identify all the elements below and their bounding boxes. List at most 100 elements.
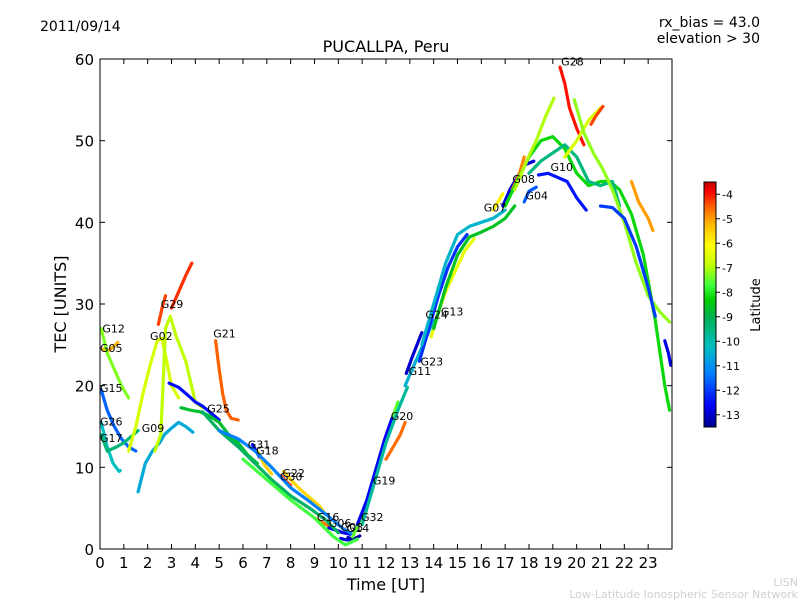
satellite-label-g20: G20 [391, 410, 414, 423]
series-line-g09 [136, 420, 195, 494]
series-line-g12 [100, 326, 131, 400]
satellite-label-g18: G18 [256, 444, 279, 457]
series-line-g29b [167, 381, 221, 422]
satellite-label-g26: G26 [100, 416, 123, 429]
colorbar-ticks: -4 -5 -6 -7 -8 -9 -10 -11 -12 -13 [716, 188, 740, 422]
colorbar-label: Latitude [749, 278, 764, 332]
series-line-g29r [156, 294, 168, 326]
satellite-label-g04: G04 [525, 189, 548, 202]
x-tick-label: 9 [310, 554, 320, 572]
satellite-label-g30: G30 [280, 470, 303, 483]
series-line-groupj [572, 98, 672, 324]
x-axis-label: Time [UT] [346, 575, 425, 594]
x-tick-label: 20 [567, 554, 586, 572]
elevation-label: elevation > 30 [657, 31, 760, 47]
satellite-label-g23: G23 [421, 355, 444, 368]
x-tick-label: 2 [143, 554, 153, 572]
satellite-label-g07: G07 [484, 202, 507, 215]
satellite-label-g10: G10 [550, 161, 573, 174]
satellite-label-g11: G11 [409, 365, 432, 378]
colorbar-tick-label: -10 [722, 335, 740, 348]
satellite-label-g08: G08 [512, 173, 535, 186]
x-tick-label: 7 [262, 554, 272, 572]
satellite-label-g03: G03 [341, 521, 364, 534]
colorbar-tick-label: -8 [722, 286, 733, 299]
series-line-groupa [200, 410, 340, 535]
satellite-label-g02: G02 [150, 330, 173, 343]
satellite-label-g28: G28 [561, 56, 584, 69]
series-line-g07 [491, 192, 505, 212]
satellite-label-g22: G22 [282, 467, 305, 480]
series-line-groupb [217, 429, 355, 536]
satellite-label-g13: G13 [441, 305, 464, 318]
y-tick-label: 10 [75, 459, 94, 477]
satellite-label-g21: G21 [213, 327, 236, 340]
series-line-groupk [598, 204, 657, 318]
satellite-label-g19: G19 [373, 474, 396, 487]
y-axis-label: TEC [UNITS] [51, 256, 70, 354]
satellite-label-g31: G31 [248, 439, 271, 452]
series-line-groupm [663, 339, 672, 367]
series-line-g21r [169, 261, 194, 310]
satellite-label-g17: G17 [100, 432, 123, 445]
chart-title: PUCALLPA, Peru [323, 37, 450, 56]
x-tick-label: 17 [496, 554, 515, 572]
series-line-groupir [589, 104, 605, 126]
colorbar [703, 181, 717, 428]
rx-bias-label: rx_bias = 43.0 [659, 15, 760, 31]
series-line-g19 [355, 416, 394, 527]
satellite-label-g09: G09 [142, 422, 165, 435]
satellite-labels: G12G05G15G26G17G09G02G29G21G25G31G18G22G… [100, 56, 584, 535]
axes-group: 0 1 2 3 4 5 6 7 8 9 10 11 12 13 14 15 16 17 18 19 20 21 22 2301… [75, 51, 672, 572]
series-line-groupd [420, 208, 507, 347]
plot-series-group [100, 65, 672, 547]
x-tick-label: 10 [329, 554, 348, 572]
series-line-g29 [153, 314, 205, 453]
series-line-g21 [214, 339, 240, 422]
x-tick-label: 11 [353, 554, 372, 572]
satellite-label-g15: G15 [100, 382, 123, 395]
y-tick-label: 20 [75, 378, 94, 396]
series-line-g24 [417, 233, 469, 363]
series-line-groupg [513, 96, 556, 192]
satellite-label-g16: G16 [317, 511, 340, 524]
satellite-label-g14: G14 [347, 522, 370, 535]
x-tick-label: 15 [448, 554, 467, 572]
x-tick-label: 12 [376, 554, 395, 572]
satellite-label-g12: G12 [102, 323, 125, 336]
x-tick-label: 1 [119, 554, 129, 572]
x-tick-label: 13 [400, 554, 419, 572]
x-tick-label: 19 [543, 554, 562, 572]
series-line-g20 [384, 420, 407, 461]
x-tick-label: 8 [286, 554, 296, 572]
colorbar-tick-label: -5 [722, 213, 733, 226]
x-tick-label: 6 [238, 554, 248, 572]
x-tick-label: 5 [214, 554, 224, 572]
x-tick-label: 3 [167, 554, 177, 572]
series-line-g20b [360, 385, 409, 527]
footer-subtitle: Low-Latitude Ionospheric Sensor Network [569, 588, 798, 600]
series-line-g26 [100, 420, 122, 473]
y-tick-label: 30 [75, 296, 94, 314]
x-tick-label: 4 [191, 554, 201, 572]
colorbar-tick-label: -6 [722, 237, 733, 250]
colorbar-tick-label: -11 [722, 360, 740, 373]
y-tick-label: 40 [75, 214, 94, 232]
x-tick-label: 22 [615, 554, 634, 572]
x-tick-label: 14 [424, 554, 443, 572]
satellite-label-g05: G05 [100, 342, 123, 355]
colorbar-tick-label: -9 [722, 311, 733, 324]
y-tick-label: 0 [84, 541, 94, 559]
y-tick-label: 60 [75, 51, 94, 69]
x-tick-label: 16 [472, 554, 491, 572]
series-line-g11 [404, 331, 424, 375]
colorbar-tick-label: -4 [722, 188, 733, 201]
series-line-g22 [281, 469, 326, 514]
series-line-g10 [536, 171, 588, 212]
colorbar-tick-label: -7 [722, 262, 733, 275]
satellite-label-g25: G25 [207, 403, 230, 416]
x-tick-label: 21 [591, 554, 610, 572]
date-label: 2011/09/14 [40, 19, 121, 35]
series-line-groupc [241, 457, 359, 547]
